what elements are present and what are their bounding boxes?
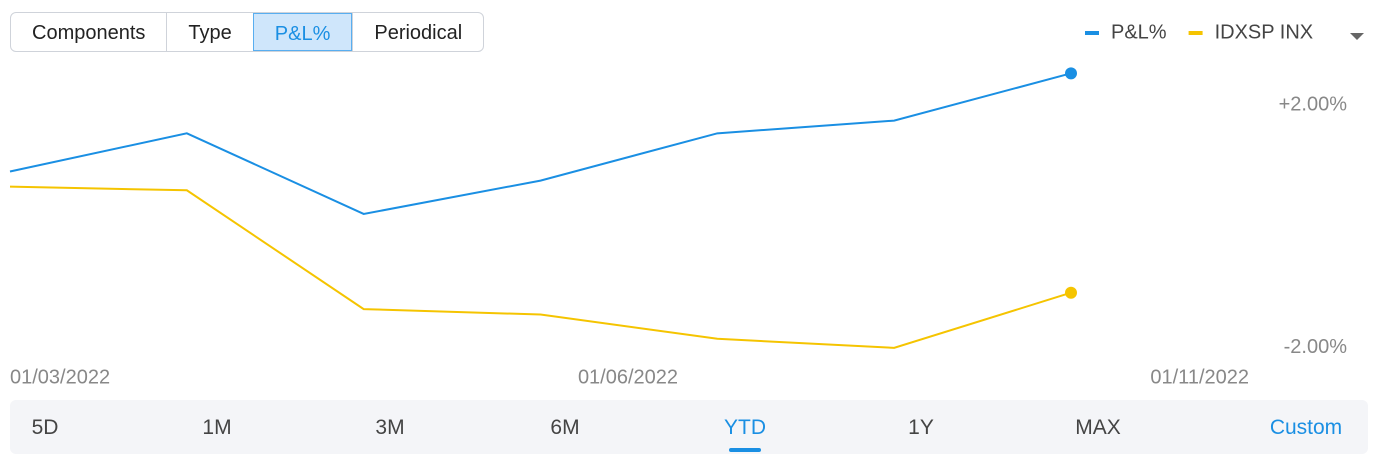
line-series — [9, 185, 1072, 349]
range-button[interactable]: 6M — [550, 416, 580, 439]
range-button[interactable]: YTD — [724, 400, 766, 454]
tab-button[interactable]: Type — [166, 13, 252, 51]
tab-button[interactable]: Periodical — [352, 13, 483, 51]
end-point — [1065, 67, 1077, 80]
legend-label: IDXSP INX — [1215, 21, 1314, 43]
legend-dropdown[interactable] — [1350, 33, 1364, 40]
y-tick-label: +2.00% — [1279, 94, 1348, 116]
x-tick-label: 01/06/2022 — [578, 366, 678, 388]
range-selector: 5D 1M 3M 6M YTD 1Y MAX Custom — [10, 400, 1368, 454]
tab-button[interactable]: P&L% — [252, 13, 353, 51]
legend-swatch — [1085, 31, 1099, 35]
legend-swatch — [1188, 31, 1203, 35]
legend-label: P&L% — [1111, 21, 1167, 43]
x-tick-label: 01/11/2022 — [1150, 366, 1249, 388]
view-tabs: Components Type P&L% Periodical — [10, 12, 485, 52]
y-tick-label: -2.00% — [1284, 336, 1348, 358]
range-button[interactable]: 1Y — [908, 416, 934, 439]
range-button[interactable]: 5D — [31, 416, 59, 439]
x-tick-label: 01/03/2022 — [10, 366, 110, 388]
line-series — [9, 72, 1072, 215]
chart: +2.00% -2.00% 01/03/2022 01/06/2022 01/11/20… — [9, 21, 1364, 388]
range-button[interactable]: 1M — [202, 416, 232, 439]
range-button[interactable]: 3M — [375, 416, 405, 439]
range-button[interactable]: MAX — [1075, 416, 1121, 439]
range-button[interactable]: Custom — [1269, 416, 1343, 439]
end-point — [1065, 286, 1077, 299]
tab-button[interactable]: Components — [32, 22, 146, 44]
